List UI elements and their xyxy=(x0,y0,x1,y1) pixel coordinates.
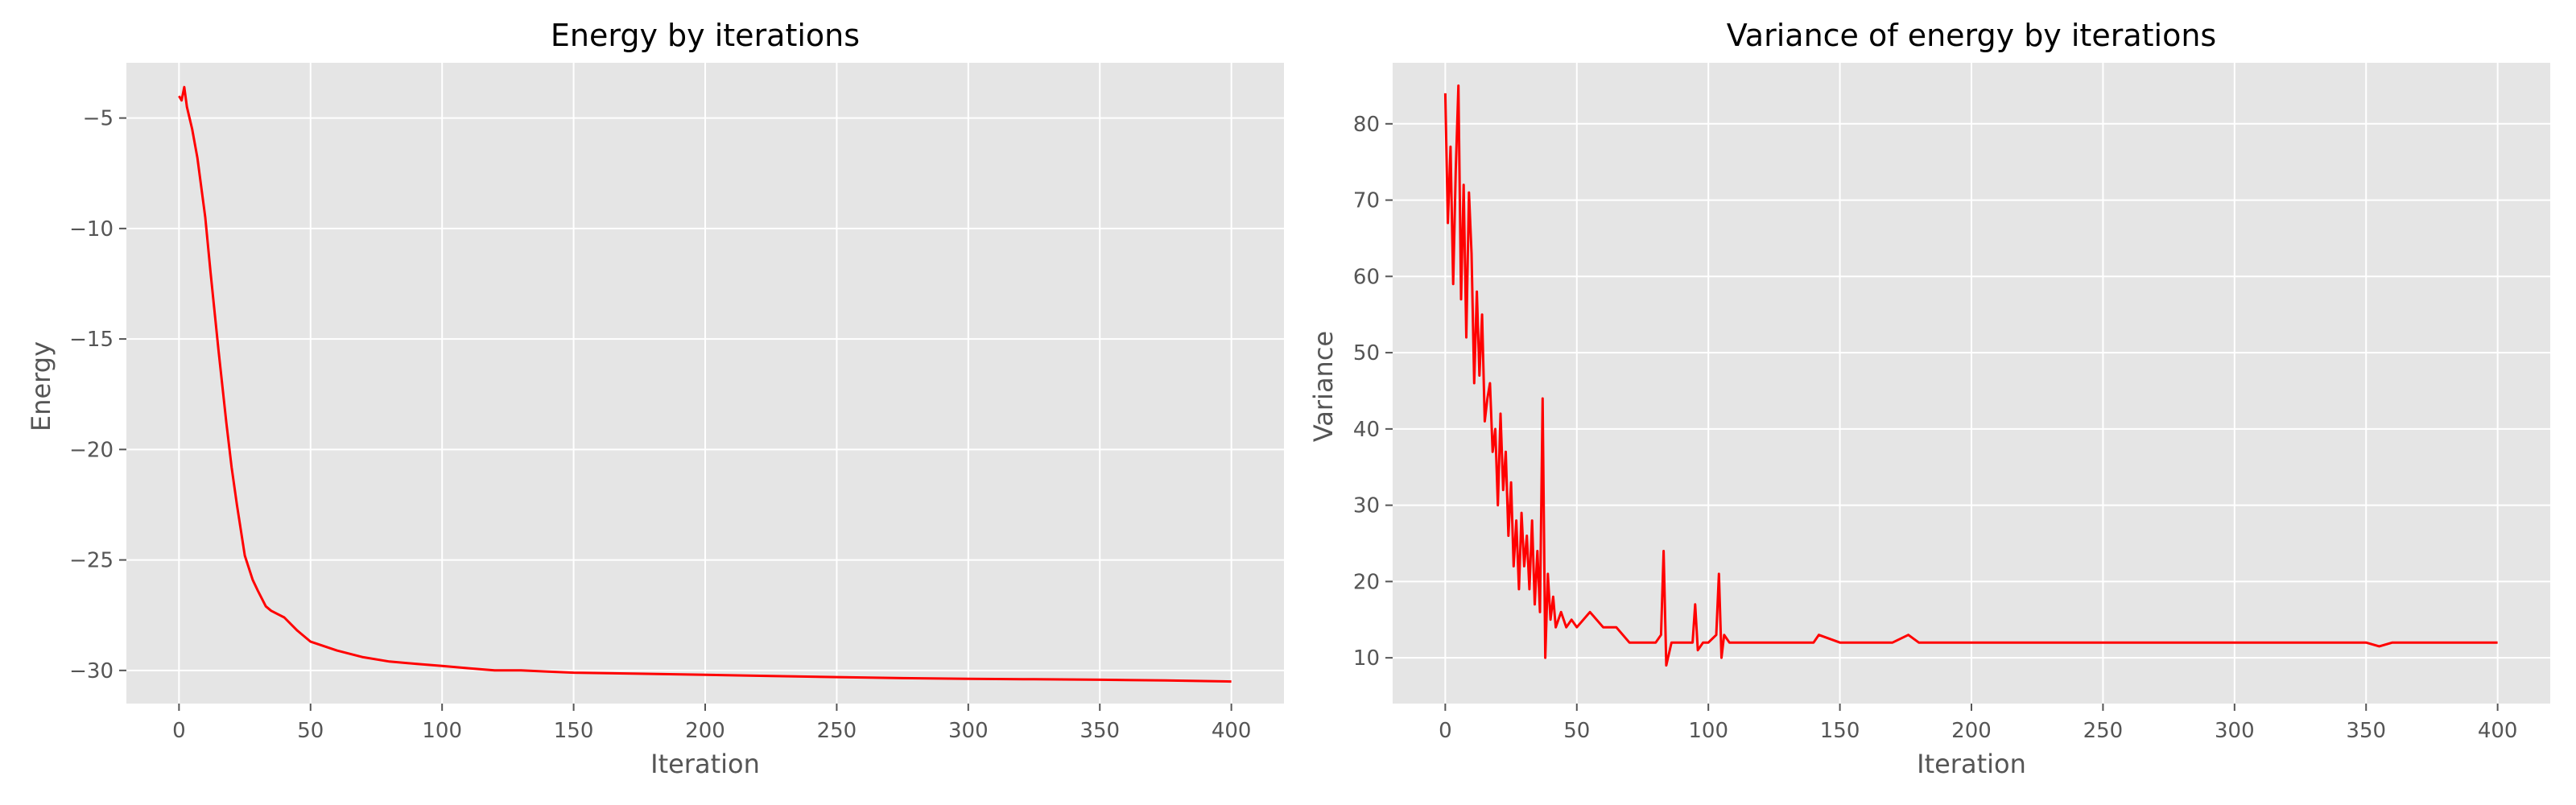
energy-x-axis-label: Iteration xyxy=(650,749,760,779)
variance-grid xyxy=(1393,63,2550,704)
variance-y-tick-label: 20 xyxy=(1353,570,1380,594)
energy-y-tick-label: −10 xyxy=(69,217,114,242)
variance-y-tick-label: 50 xyxy=(1353,341,1380,365)
variance-x-axis-label: Iteration xyxy=(1917,749,2026,779)
energy-x-tick-label: 400 xyxy=(1212,719,1252,743)
energy-y-tick-label: −20 xyxy=(69,438,114,462)
variance-x-tick-label: 50 xyxy=(1563,719,1590,743)
variance-x-tick-label: 100 xyxy=(1688,719,1728,743)
energy-x-tick-label: 50 xyxy=(297,719,324,743)
energy-y-tick-label: −5 xyxy=(83,107,114,131)
energy-x-tick-label: 0 xyxy=(172,719,186,743)
energy-x-ticks: 0 50 100 150 200 250 300 350 400 xyxy=(172,704,1251,743)
energy-grid xyxy=(126,63,1284,704)
variance-x-tick-label: 300 xyxy=(2215,719,2255,743)
energy-x-tick-label: 250 xyxy=(817,719,857,743)
energy-x-tick-label: 150 xyxy=(554,719,594,743)
variance-x-tick-label: 400 xyxy=(2478,719,2518,743)
variance-chart: 0 50 100 150 200 250 300 350 400 10 20 30 40 50 60 70 8… xyxy=(1308,18,2550,779)
variance-y-tick-label: 30 xyxy=(1353,494,1380,518)
energy-y-axis-label: Energy xyxy=(26,341,56,431)
variance-y-axis-label: Variance xyxy=(1308,331,1339,442)
variance-y-tick-label: 10 xyxy=(1353,646,1380,671)
energy-chart: 0 50 100 150 200 250 300 350 400 −30 −25 −20 −15 −10… xyxy=(26,18,1284,779)
energy-y-tick-label: −15 xyxy=(69,328,114,352)
variance-y-tick-label: 70 xyxy=(1353,189,1380,213)
energy-line xyxy=(178,85,1232,683)
variance-y-tick-label: 60 xyxy=(1353,265,1380,289)
variance-y-tick-label: 40 xyxy=(1353,418,1380,442)
variance-series xyxy=(1443,84,2498,667)
energy-series xyxy=(178,85,1232,683)
variance-y-ticks: 10 20 30 40 50 60 70 80 xyxy=(1353,113,1393,671)
variance-chart-title: Variance of energy by iterations xyxy=(1727,18,2216,53)
variance-x-tick-label: 250 xyxy=(2083,719,2124,743)
energy-chart-title: Energy by iterations xyxy=(551,18,860,53)
variance-y-tick-label: 80 xyxy=(1353,113,1380,137)
variance-x-ticks: 0 50 100 150 200 250 300 350 400 xyxy=(1439,704,2517,743)
energy-y-ticks: −30 −25 −20 −15 −10 −5 xyxy=(69,107,126,683)
energy-y-tick-label: −30 xyxy=(69,659,114,683)
energy-x-tick-label: 100 xyxy=(422,719,462,743)
energy-y-tick-label: −25 xyxy=(69,549,114,573)
variance-x-tick-label: 350 xyxy=(2346,719,2386,743)
energy-x-tick-label: 200 xyxy=(685,719,725,743)
variance-x-tick-label: 200 xyxy=(1951,719,1992,743)
energy-x-tick-label: 300 xyxy=(948,719,989,743)
energy-x-tick-label: 350 xyxy=(1080,719,1120,743)
variance-line xyxy=(1443,84,2498,667)
variance-x-tick-label: 0 xyxy=(1439,719,1452,743)
variance-x-tick-label: 150 xyxy=(1820,719,1860,743)
